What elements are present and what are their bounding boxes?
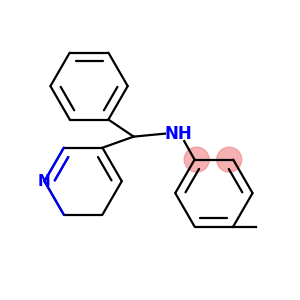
Text: NH: NH — [164, 125, 192, 143]
Circle shape — [217, 147, 242, 172]
Circle shape — [184, 147, 209, 172]
Text: N: N — [38, 174, 51, 189]
